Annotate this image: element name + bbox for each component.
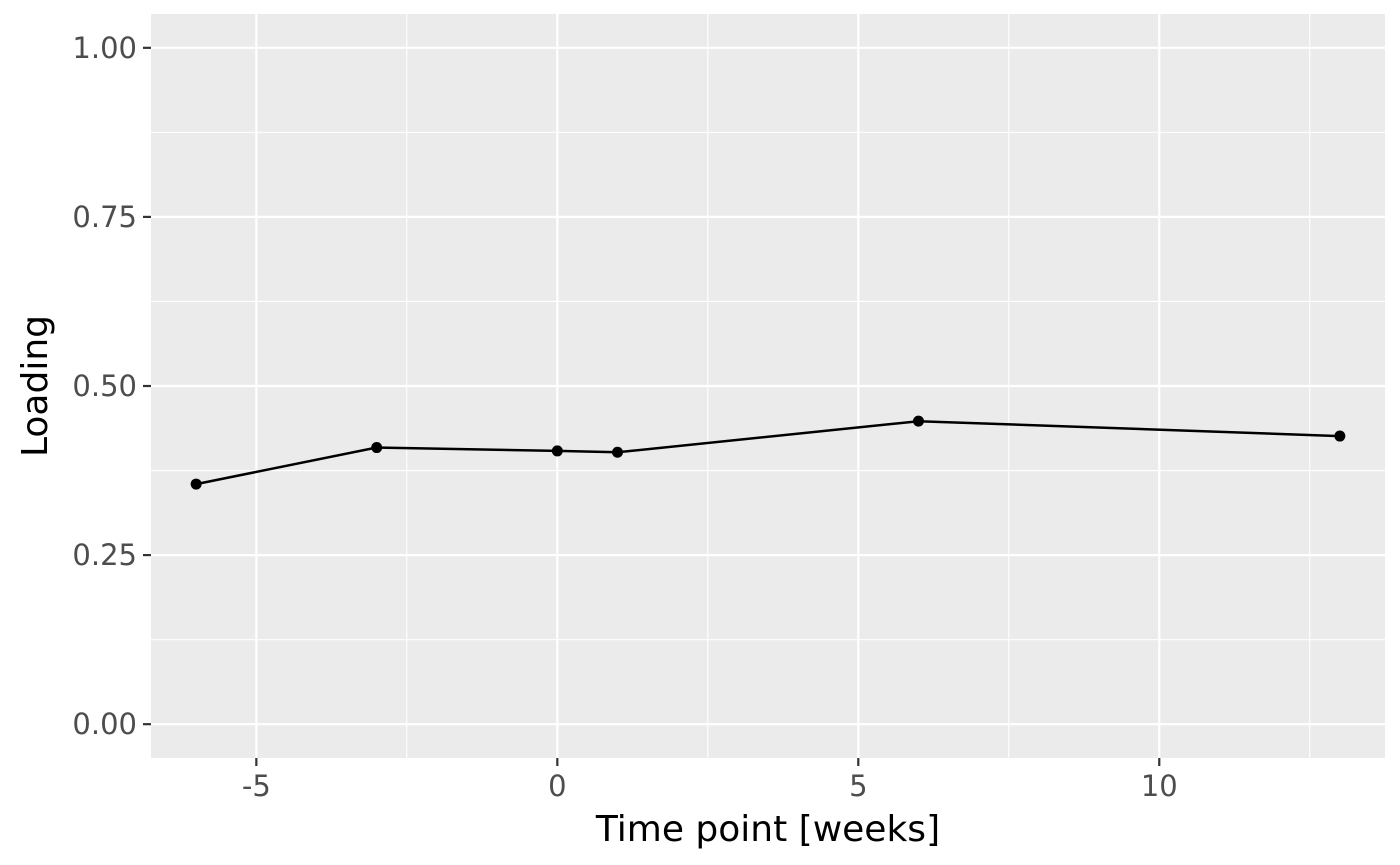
y-axis: 0.00 0.25 0.50 0.75 1.00 [72,31,151,741]
y-axis-title: Loading [15,315,56,457]
major-gridlines [151,14,1385,758]
y-tick-label: 0.25 [72,538,137,572]
data-point [1334,430,1346,442]
y-tick-label: 1.00 [72,31,137,65]
x-tick-label: 10 [1141,769,1178,803]
series-line [195,419,1340,486]
data-point [190,478,202,490]
x-tick-label: 5 [849,769,867,803]
y-tick-label: 0.50 [72,369,137,403]
series-layer [190,415,1346,490]
x-tick-label: 0 [548,769,566,803]
x-axis-title: Time point [weeks] [595,809,940,850]
data-point [551,445,563,457]
y-tick-label: 0.75 [72,200,137,234]
data-point [371,442,383,454]
data-point [612,446,624,458]
data-point [912,415,924,427]
y-tick-label: 0.00 [72,707,137,741]
x-tick-label: -5 [242,769,271,803]
x-axis: -5 0 5 10 [242,758,1178,803]
